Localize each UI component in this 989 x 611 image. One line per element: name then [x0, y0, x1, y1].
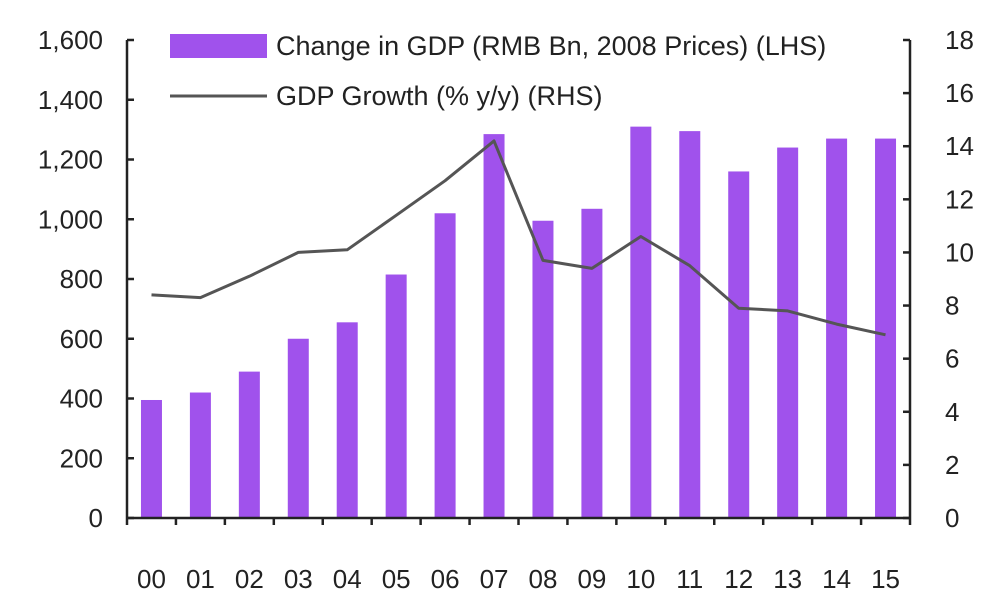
x-tick-label-11: 11: [676, 564, 703, 594]
left-tick-label: 800: [60, 264, 103, 294]
bar-08: [532, 220, 554, 518]
bar-01: [189, 392, 211, 518]
right-tick-label: 18: [945, 25, 974, 55]
x-tick-label-02: 02: [235, 564, 264, 594]
right-tick-label: 16: [945, 78, 974, 108]
left-tick-label: 400: [60, 384, 103, 414]
bar-15: [875, 138, 897, 518]
left-tick-label: 1,000: [38, 204, 103, 234]
x-tick-label-07: 07: [480, 564, 509, 594]
x-tick-label-12: 12: [724, 564, 753, 594]
x-tick-label-09: 09: [577, 564, 606, 594]
x-tick-label-04: 04: [333, 564, 362, 594]
right-tick-label: 8: [945, 291, 959, 321]
bar-07: [483, 134, 505, 518]
line-series: [151, 139, 886, 337]
bar-14: [826, 138, 848, 518]
legend: Change in GDP (RMB Bn, 2008 Prices) (LHS…: [170, 31, 826, 111]
left-tick-label: 1,200: [38, 145, 103, 175]
right-tick-label: 6: [945, 344, 959, 374]
bar-13: [777, 147, 799, 519]
x-tick-label-14: 14: [822, 564, 851, 594]
x-tick-label-03: 03: [284, 564, 313, 594]
right-tick-label: 4: [945, 397, 959, 427]
left-tick-label: 600: [60, 324, 103, 354]
bar-10: [630, 126, 652, 518]
bar-04: [336, 322, 358, 518]
right-tick-label: 0: [945, 503, 959, 533]
right-tick-label: 12: [945, 184, 974, 214]
right-tick-label: 2: [945, 450, 959, 480]
axes: 0 200 400 600 800 1,000 1,200 1,400 1,600 0 2 4 6 8 10…: [38, 25, 974, 533]
legend-label-bar: Change in GDP (RMB Bn, 2008 Prices) (LHS…: [276, 31, 826, 61]
x-tick-label-13: 13: [773, 564, 802, 594]
left-tick-label: 0: [89, 503, 103, 533]
growth-line: [151, 139, 886, 337]
left-tick-label: 200: [60, 443, 103, 473]
bar-11: [679, 131, 701, 518]
bar-09: [581, 208, 603, 518]
x-tick-label-10: 10: [626, 564, 655, 594]
x-tick-label-06: 06: [431, 564, 460, 594]
bar-00: [140, 399, 162, 518]
left-tick-label: 1,600: [38, 25, 103, 55]
x-tick-label-15: 15: [871, 564, 900, 594]
bar-02: [238, 371, 260, 518]
bar-12: [728, 171, 750, 518]
bar-06: [434, 213, 456, 518]
bar-series: [140, 126, 897, 519]
bar-03: [287, 338, 309, 518]
legend-swatch-bar: [170, 34, 267, 58]
x-tick-label-01: 01: [186, 564, 215, 594]
legend-label-line: GDP Growth (% y/y) (RHS): [276, 81, 603, 111]
left-tick-label: 1,400: [38, 85, 103, 115]
x-tick-label-05: 05: [382, 564, 411, 594]
right-tick-label: 14: [945, 131, 974, 161]
bar-05: [385, 274, 407, 518]
x-tick-labels: 00 01 02 03 04 05 06 07 08 09 10 11 12 13 14 15: [137, 564, 900, 594]
x-tick-label-08: 08: [529, 564, 558, 594]
x-tick-label-00: 00: [137, 564, 166, 594]
right-tick-label: 10: [945, 237, 974, 267]
